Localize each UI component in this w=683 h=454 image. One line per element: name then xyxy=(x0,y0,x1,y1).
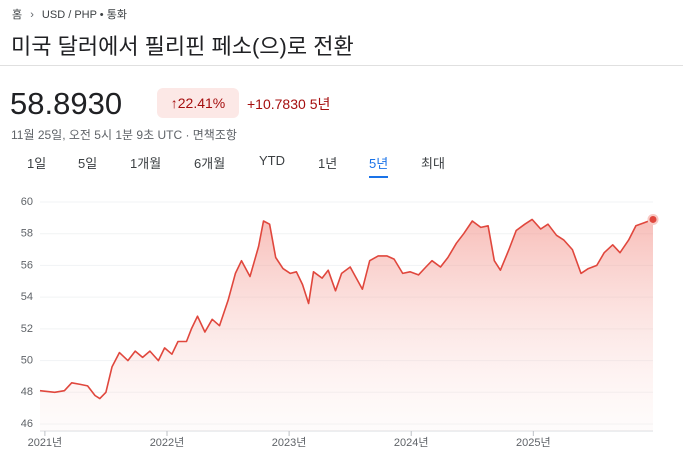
y-tick-label: 48 xyxy=(21,386,33,398)
chart: 46 48 50 52 54 56 58 60 2021년 2022년 2023년 2024년 2025… xyxy=(21,196,659,449)
range-tab[interactable]: 1일 xyxy=(27,156,47,171)
change-percent: 22.41% xyxy=(177,95,226,111)
title: 미국 달러에서 필리핀 페소(으)로 전환 xyxy=(11,34,354,59)
timestamp: 11월 25일, 오전 5시 1분 9초 UTC · 면책조항 xyxy=(11,128,237,142)
y-tick-label: 50 xyxy=(21,354,33,366)
range-tab[interactable]: 6개월 xyxy=(194,156,226,171)
y-tick-label: 54 xyxy=(21,291,33,303)
y-tick-label: 60 xyxy=(21,196,33,208)
y-tick-label: 58 xyxy=(21,228,33,240)
price-line xyxy=(39,218,654,400)
x-tick-label: 2023년 xyxy=(272,436,307,449)
y-tick-label: 56 xyxy=(21,259,33,271)
x-tick-label: 2025년 xyxy=(516,436,551,449)
last-point xyxy=(647,213,659,225)
area-fill xyxy=(40,219,653,431)
arrow-icon: ↑ xyxy=(170,95,178,111)
range-tab[interactable]: 5년 xyxy=(369,153,389,178)
range-tab[interactable]: YTD xyxy=(259,153,285,168)
divider xyxy=(0,65,683,66)
range-tab[interactable]: 5일 xyxy=(78,156,98,171)
change-period: 5년 xyxy=(309,96,331,112)
y-tick-label: 46 xyxy=(21,418,33,430)
range-tab[interactable]: 1년 xyxy=(318,156,338,171)
range-tab[interactable]: 최대 xyxy=(421,156,445,171)
x-tick-label: 2022년 xyxy=(150,436,185,449)
change-pill: ↑22.41% xyxy=(157,88,239,118)
change: +10.7830 5년 xyxy=(247,94,330,114)
price: 58.8930 xyxy=(10,86,123,121)
separator: › xyxy=(30,9,34,21)
x-tick-label: 2021년 xyxy=(28,436,63,449)
y-tick-label: 52 xyxy=(21,323,33,335)
range-tab[interactable]: 1개월 xyxy=(130,156,162,171)
breadcrumb-current[interactable]: USD / PHP • 통화 xyxy=(41,9,127,21)
change-value: +10.7830 xyxy=(247,96,306,112)
breadcrumb: 홈 › USD / PHP • 통화 xyxy=(12,6,127,22)
x-tick-label: 2024년 xyxy=(394,436,429,449)
breadcrumb-home[interactable]: 홈 xyxy=(12,9,23,21)
